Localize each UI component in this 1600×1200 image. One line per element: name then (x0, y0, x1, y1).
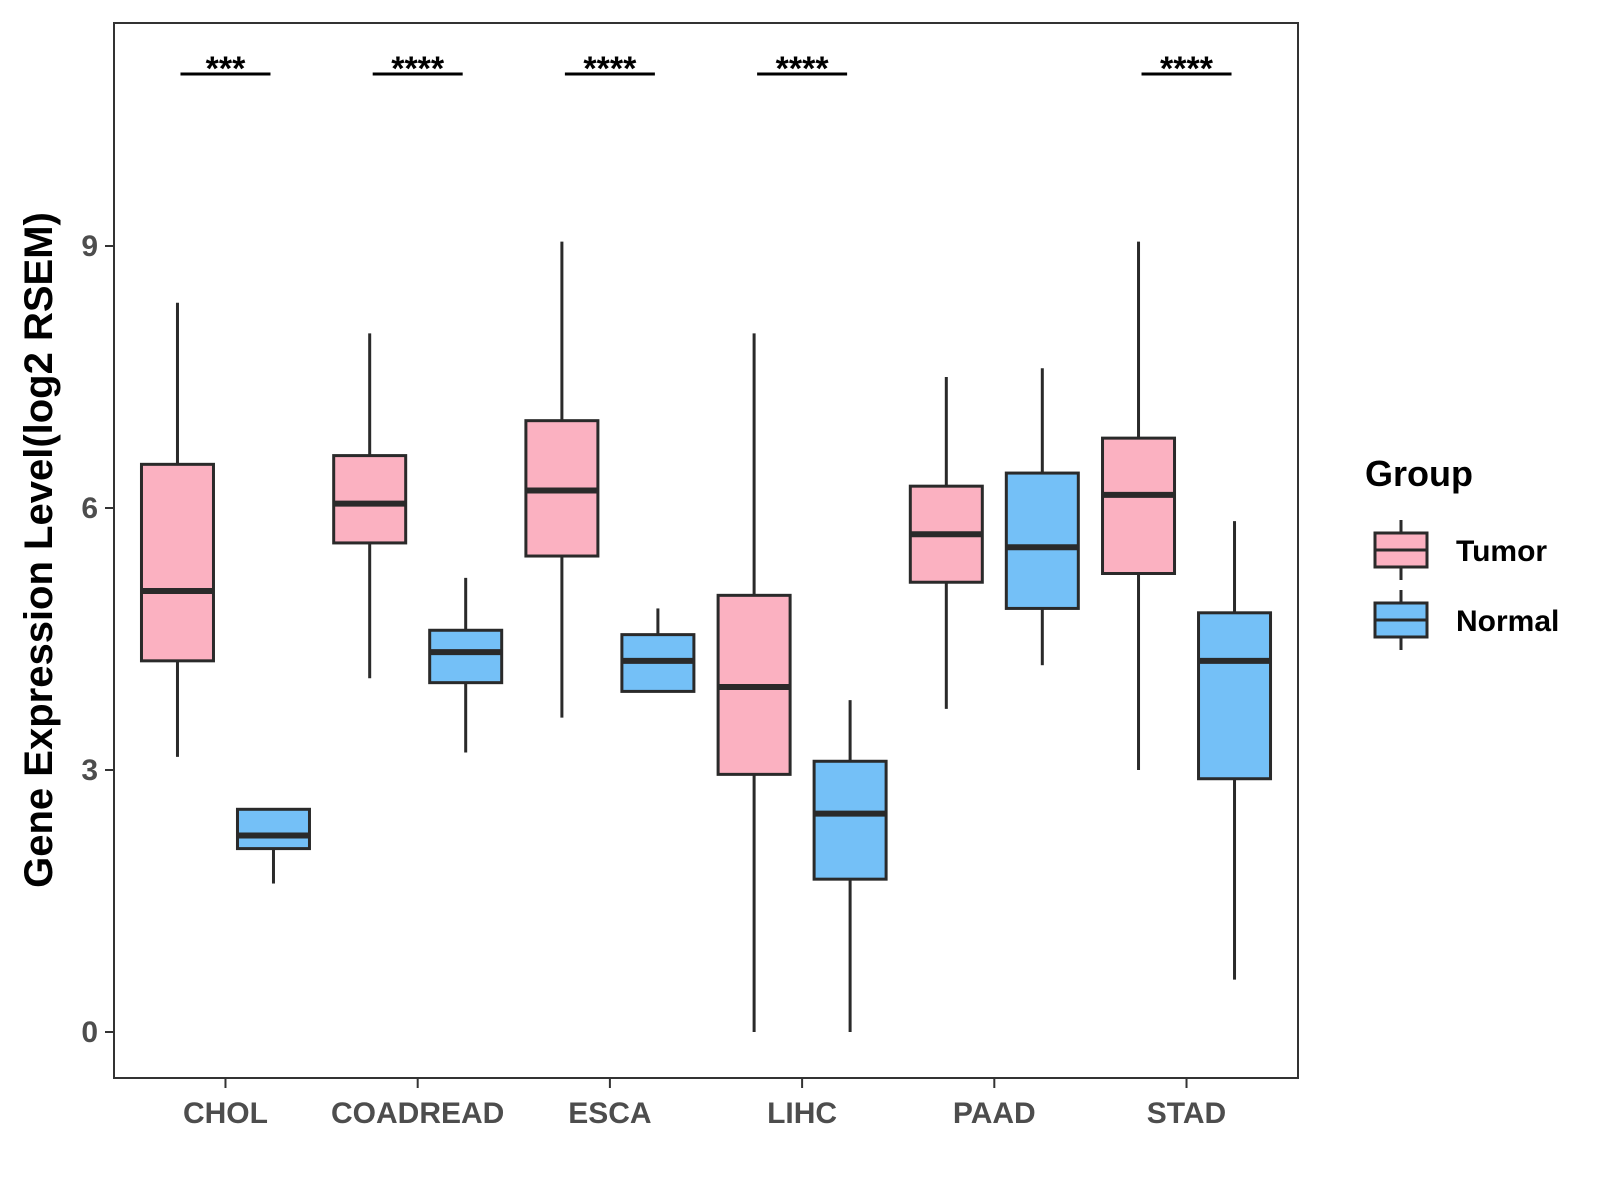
box-normal-chol (235, 807, 311, 884)
y-tick-label: 3 (81, 754, 98, 787)
box-tumor-esca (524, 241, 600, 718)
significance-coadread: **** (372, 50, 463, 88)
plot-panel (113, 22, 1299, 1079)
significance-label: **** (1160, 50, 1214, 88)
x-tick-label: PAAD (953, 1097, 1036, 1130)
box-iqr (139, 462, 215, 663)
legend-item-tumor: Tumor (1373, 520, 1547, 580)
significance-label: **** (583, 50, 637, 88)
box-iqr (1197, 611, 1273, 781)
significance-stad: **** (1141, 50, 1232, 88)
significance-esca: **** (564, 50, 655, 88)
significance-lihc: **** (757, 50, 848, 88)
box-normal-paad (1004, 368, 1080, 666)
x-tick-label: COADREAD (331, 1097, 504, 1130)
boxplots (139, 241, 1273, 1032)
significance-label: *** (206, 50, 246, 88)
box-tumor-stad (1101, 241, 1177, 770)
box-iqr (1101, 436, 1177, 575)
x-tick-label: LIHC (767, 1097, 837, 1130)
y-axis: 0 3 6 9 (81, 230, 114, 1049)
x-axis: CHOL COADREAD ESCA LIHC PAAD STAD (183, 1078, 1226, 1130)
significance-label: **** (391, 50, 445, 88)
x-tick-label: CHOL (183, 1097, 268, 1130)
box-tumor-coadread (332, 333, 408, 679)
legend-item-normal: Normal (1373, 590, 1559, 650)
significance-annotations: *** **** **** **** **** (180, 50, 1232, 88)
box-normal-lihc (812, 700, 888, 1032)
box-tumor-chol (139, 302, 215, 757)
legend-label: Tumor (1456, 535, 1547, 568)
box-iqr (235, 807, 311, 851)
box-normal-stad (1197, 521, 1273, 980)
box-tumor-paad (908, 377, 984, 709)
y-axis-label: Gene Expression Level(log2 RSEM) (17, 212, 61, 888)
y-tick-label: 0 (81, 1016, 98, 1049)
legend-title: Group (1365, 453, 1473, 494)
box-normal-esca (620, 608, 696, 693)
y-tick-label: 6 (81, 492, 98, 525)
box-iqr (812, 759, 888, 881)
box-iqr (1004, 471, 1080, 610)
significance-label: **** (776, 50, 830, 88)
significance-chol: *** (180, 50, 271, 88)
box-normal-coadread (428, 577, 504, 753)
box-iqr (332, 454, 408, 545)
legend-label: Normal (1456, 605, 1559, 638)
x-tick-label: STAD (1147, 1097, 1226, 1130)
box-iqr (428, 628, 504, 685)
legend: Group Tumor Normal (1365, 453, 1559, 650)
x-tick-label: ESCA (568, 1097, 651, 1130)
box-tumor-lihc (716, 333, 792, 1032)
y-tick-label: 9 (81, 230, 98, 263)
